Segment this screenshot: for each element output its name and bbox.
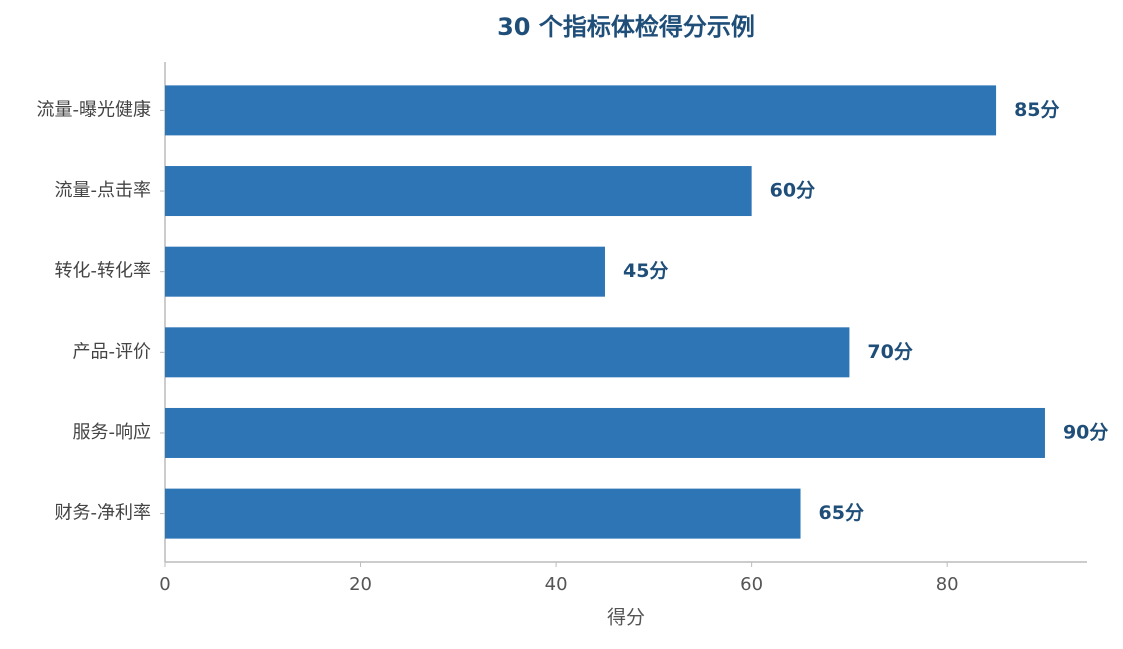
value-label: 90分 [1063,421,1108,443]
bar [165,327,850,378]
y-tick-label: 流量-曝光健康 [37,99,152,120]
bar [165,85,997,136]
x-tick-label: 0 [159,574,170,595]
value-label: 85分 [1014,99,1059,121]
chart-title: 30 个指标体检得分示例 [497,13,755,41]
value-label: 60分 [770,180,815,202]
x-tick-label: 20 [349,574,372,595]
bar [165,166,752,217]
y-tick-label: 流量-点击率 [55,180,152,201]
x-tick-label: 80 [936,574,959,595]
value-label: 45分 [623,260,668,282]
y-tick-label: 服务-响应 [73,422,152,443]
bar [165,488,801,539]
y-tick-label: 产品-评价 [73,341,152,362]
x-tick-label: 40 [545,574,568,595]
bar [165,246,605,297]
y-tick-label: 转化-转化率 [55,261,152,282]
x-tick-label: 60 [740,574,763,595]
value-label: 65分 [819,502,864,524]
y-tick-label: 财务-净利率 [55,503,152,524]
bar [165,407,1045,458]
value-label: 70分 [867,341,912,363]
x-axis-label: 得分 [607,607,645,629]
